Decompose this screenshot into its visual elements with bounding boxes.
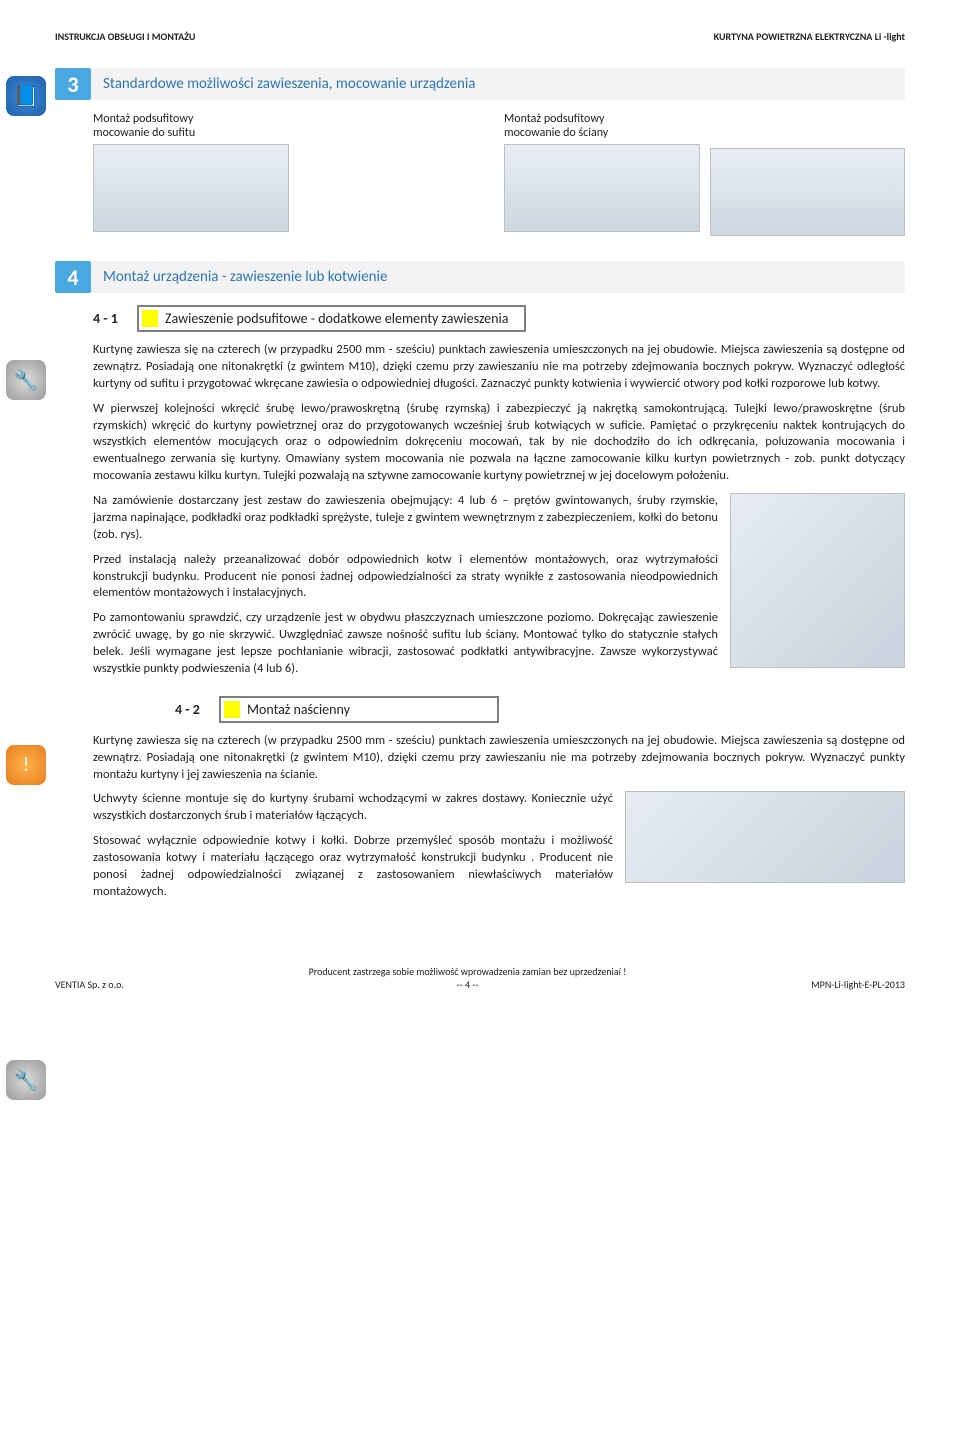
page-header: INSTRUKCJA OBSŁUGI I MONTAŻU KURTYNA POW… [55,30,905,43]
warning-icon: ! [6,745,46,785]
mount-illustration-2 [504,144,700,232]
manual-icon: 📘 [6,76,46,116]
mount-option-3 [710,112,906,236]
section-title: Standardowe możliwości zawieszenia, moco… [91,68,905,100]
mounting-options-row: Montaż podsufitowy mocowanie do sufitu M… [93,112,905,236]
mount-label-line2: mocowanie do ściany [504,126,608,140]
paragraph: Kurtynę zawiesza się na czterech (w przy… [93,733,905,784]
section-4-header: 4 Montaż urządzenia - zawieszenie lub ko… [55,261,905,293]
subsection-4-2: 4 - 2 Montaż naścienny [175,696,905,723]
mount-illustration-1 [93,144,289,232]
header-left: INSTRUKCJA OBSŁUGI I MONTAŻU [55,30,195,43]
subsection-title: Zawieszenie podsufitowe - dodatkowe elem… [137,305,526,332]
footer-right: MPN-Li-light-E-PL-2013 [811,978,905,991]
section-number: 4 [55,261,91,293]
subsection-title: Montaż naścienny [219,696,499,723]
footer-disclaimer: Producent zastrzega sobie możliwość wpro… [124,965,811,978]
mount-option-2: Montaż podsufitowy mocowanie do ściany [504,112,700,236]
mount-label-empty [710,112,906,144]
subsection-number: 4 - 2 [175,696,219,723]
wrench-icon: 🔧 [6,1060,46,1100]
mount-label-line2: mocowanie do sufitu [93,126,195,140]
section-title: Montaż urządzenia - zawieszenie lub kotw… [91,261,905,293]
wall-mount-illustration [625,791,905,883]
subsection-4-1: 4 - 1 Zawieszenie podsufitowe - dodatkow… [93,305,905,332]
section-number: 3 [55,68,91,100]
footer-page-number: -- 4 -- [124,978,811,991]
mount-label: Montaż podsufitowy mocowanie do ściany [504,112,700,140]
mount-label: Montaż podsufitowy mocowanie do sufitu [93,112,289,140]
page-footer: VENTIA Sp. z o.o. Producent zastrzega so… [55,965,905,991]
footer-center: Producent zastrzega sobie możliwość wpro… [124,965,811,991]
mount-label-line1: Montaż podsufitowy [504,112,604,126]
wrench-icon: 🔧 [6,360,46,400]
mount-illustration-3 [710,148,906,236]
footer-left: VENTIA Sp. z o.o. [55,978,124,991]
mount-label-line1: Montaż podsufitowy [93,112,193,126]
hardware-illustration [730,493,905,668]
paragraph: Kurtynę zawiesza się na czterech (w przy… [93,342,905,393]
subsection-number: 4 - 1 [93,305,137,332]
paragraph: W pierwszej kolejności wkręcić śrubę lew… [93,401,905,485]
section-3-header: 3 Standardowe możliwości zawieszenia, mo… [55,68,905,100]
header-right: KURTYNA POWIETRZNA ELEKTRYCZNA Li -light [714,30,905,43]
mount-option-1: Montaż podsufitowy mocowanie do sufitu [93,112,289,236]
